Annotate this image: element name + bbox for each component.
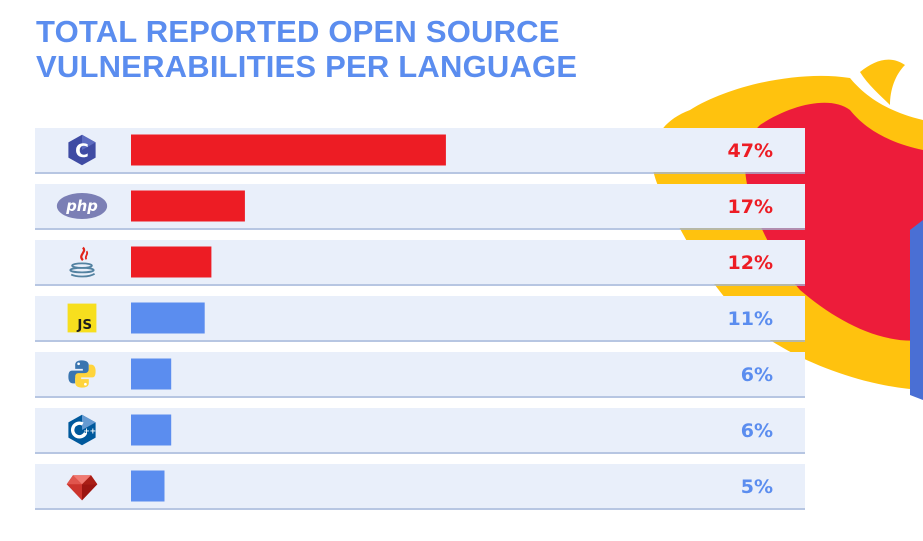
javascript-logo-icon [67, 303, 97, 333]
title-line-1: TOTAL REPORTED OPEN SOURCE [36, 14, 560, 49]
chart-title: TOTAL REPORTED OPEN SOURCE VULNERABILITI… [36, 14, 577, 84]
chart-row: 5% [35, 464, 805, 510]
data-label: 6% [741, 420, 773, 442]
bar-javascript [131, 302, 205, 334]
blue-stripe [910, 220, 923, 400]
chart-row: 6% [35, 352, 805, 398]
bar-c- [131, 414, 172, 446]
data-label: 17% [728, 196, 773, 218]
yellow-flame-tip [860, 59, 905, 105]
chart-row: 6% [35, 408, 805, 454]
php-logo-icon [56, 193, 108, 219]
data-label: 47% [728, 140, 773, 162]
title-line-2: VULNERABILITIES PER LANGUAGE [36, 49, 578, 84]
bar-java [131, 246, 212, 278]
data-label: 5% [741, 476, 773, 498]
data-label: 11% [728, 308, 773, 330]
chart-plot-area: 47% 17% 12% 11% 6% 6% 5% [35, 128, 805, 510]
chart-row: 17% [35, 184, 805, 230]
bar-ruby [131, 470, 165, 502]
bar-python [131, 358, 172, 390]
chart-row: 11% [35, 296, 805, 342]
bar-php [131, 190, 245, 222]
data-label: 6% [741, 364, 773, 386]
chart-row: 12% [35, 240, 805, 286]
data-label: 12% [728, 252, 773, 274]
chart-row: 47% [35, 128, 805, 174]
bar-c [131, 134, 446, 166]
